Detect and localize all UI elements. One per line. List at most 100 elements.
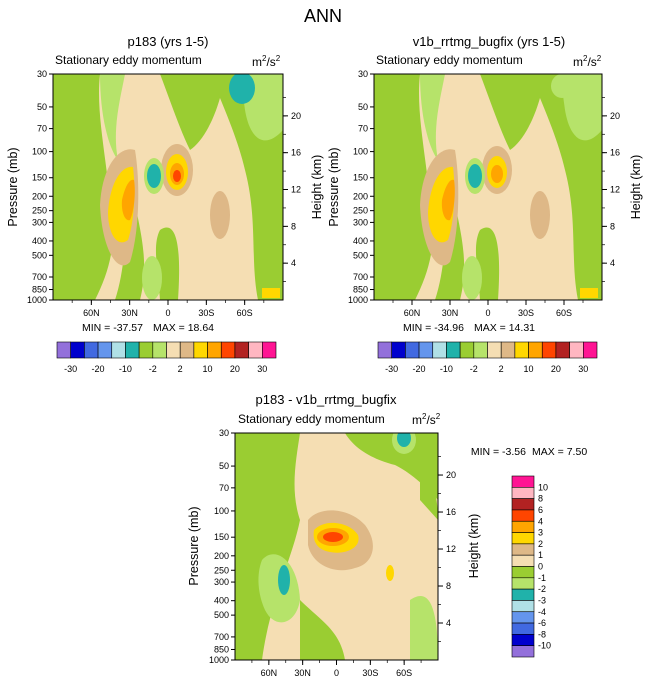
variable-subtitle: Stationary eddy momentum bbox=[376, 53, 523, 67]
height-tick-label: 8 bbox=[291, 221, 296, 231]
pressure-tick-label: 1000 bbox=[348, 295, 368, 305]
pressure-tick-label: 850 bbox=[353, 285, 368, 295]
lat-tick-label: 0 bbox=[165, 308, 170, 318]
colorbar-swatch bbox=[248, 341, 263, 359]
colorbar-label: 8 bbox=[538, 494, 543, 504]
pressure-tick-label: 300 bbox=[32, 217, 47, 227]
colorbar-label: -30 bbox=[385, 364, 398, 374]
pressure-tick-label: 200 bbox=[214, 551, 229, 561]
pressure-tick-label: 30 bbox=[358, 69, 368, 79]
variable-subtitle: Stationary eddy momentum bbox=[238, 412, 385, 426]
panel-p3: p183 - v1b_rrtmg_bugfix Stationary eddy … bbox=[187, 392, 587, 678]
panel-p1: p183 (yrs 1-5) Stationary eddy momentum … bbox=[6, 34, 324, 334]
pressure-axis-label: Pressure (mb) bbox=[327, 147, 341, 226]
colorbar-swatch bbox=[377, 341, 392, 359]
panel-title: p183 - v1b_rrtmg_bugfix bbox=[256, 392, 397, 407]
lat-tick-label: 30S bbox=[362, 668, 378, 678]
pressure-tick-label: 1000 bbox=[27, 295, 47, 305]
colorbar-swatch bbox=[511, 577, 535, 590]
pressure-tick-label: 70 bbox=[219, 483, 229, 493]
pressure-tick-label: 70 bbox=[37, 124, 47, 134]
colorbar-label: 10 bbox=[524, 364, 534, 374]
pressure-tick-label: 100 bbox=[214, 506, 229, 516]
height-tick-label: 4 bbox=[610, 258, 615, 268]
lat-tick-label: 30N bbox=[294, 668, 311, 678]
colorbar-swatch bbox=[405, 341, 420, 359]
max-label: MAX = 7.50 bbox=[532, 446, 587, 458]
pressure-tick-label: 700 bbox=[32, 272, 47, 282]
colorbar-label: -6 bbox=[538, 618, 546, 628]
colorbar-label: -1 bbox=[538, 573, 546, 583]
lat-tick-label: 60S bbox=[237, 308, 253, 318]
height-tick-label: 16 bbox=[291, 148, 301, 158]
colorbar-top-left: -30 -20 -10 -2 2 10 20 30 bbox=[56, 341, 277, 374]
pressure-axis-label: Pressure (mb) bbox=[187, 506, 201, 585]
colorbar-label: 30 bbox=[578, 364, 588, 374]
field-p2 bbox=[374, 74, 602, 300]
pressure-tick-label: 100 bbox=[353, 147, 368, 157]
colorbar-swatch bbox=[97, 341, 113, 359]
height-tick-label: 12 bbox=[610, 185, 620, 195]
colorbar-label: 2 bbox=[178, 364, 183, 374]
colorbar-label: 20 bbox=[230, 364, 240, 374]
height-axis-label: Height (km) bbox=[467, 514, 481, 579]
pressure-tick-label: 150 bbox=[353, 173, 368, 183]
colorbar-swatch bbox=[555, 341, 570, 359]
colorbar-swatch bbox=[511, 634, 535, 646]
lat-tick-label: 60N bbox=[83, 308, 100, 318]
height-tick-label: 4 bbox=[291, 258, 296, 268]
colorbar-label: 20 bbox=[551, 364, 561, 374]
height-tick-label: 12 bbox=[291, 185, 301, 195]
pressure-tick-label: 50 bbox=[219, 461, 229, 471]
colorbar-label: -10 bbox=[440, 364, 453, 374]
pressure-tick-label: 30 bbox=[37, 69, 47, 79]
colorbar-swatch bbox=[125, 341, 140, 359]
lat-axis-p1: 60N 30N 0 30S 60S bbox=[71, 300, 265, 318]
colorbar-swatch bbox=[511, 475, 535, 488]
height-tick-label: 16 bbox=[610, 148, 620, 158]
lat-tick-label: 60N bbox=[261, 668, 278, 678]
lat-tick-label: 60S bbox=[396, 668, 412, 678]
colorbar-swatch bbox=[432, 341, 447, 359]
colorbar-swatch bbox=[138, 341, 154, 359]
panel-title: v1b_rrtmg_bugfix (yrs 1-5) bbox=[413, 34, 565, 49]
min-label: MIN = -34.96 bbox=[403, 322, 464, 334]
pressure-tick-label: 500 bbox=[353, 250, 368, 260]
max-label: MAX = 14.31 bbox=[474, 322, 535, 334]
colorbar-label: 30 bbox=[257, 364, 267, 374]
lat-tick-label: 30S bbox=[518, 308, 534, 318]
colorbar-swatch bbox=[511, 566, 535, 579]
colorbar-top-right: -30 -20 -10 -2 2 10 20 30 bbox=[377, 341, 598, 374]
units-label: m2/s2 bbox=[252, 54, 281, 69]
colorbar-swatch bbox=[500, 341, 516, 359]
height-tick-label: 4 bbox=[446, 618, 451, 628]
colorbar-swatch bbox=[583, 341, 598, 359]
pressure-tick-label: 700 bbox=[214, 632, 229, 642]
pressure-tick-label: 150 bbox=[214, 532, 229, 542]
field-p1 bbox=[53, 74, 283, 300]
pressure-tick-label: 70 bbox=[358, 124, 368, 134]
pressure-tick-label: 400 bbox=[353, 236, 368, 246]
colorbar-label: 6 bbox=[538, 505, 543, 515]
height-tick-label: 20 bbox=[610, 111, 620, 121]
panel-title: p183 (yrs 1-5) bbox=[128, 34, 209, 49]
colorbar-swatch bbox=[514, 341, 529, 359]
colorbar-swatch bbox=[56, 341, 71, 359]
height-tick-label: 16 bbox=[446, 507, 456, 517]
height-tick-label: 20 bbox=[291, 111, 301, 121]
colorbar-swatch bbox=[511, 520, 535, 533]
variable-subtitle: Stationary eddy momentum bbox=[55, 53, 202, 67]
colorbar-label: -8 bbox=[538, 629, 546, 639]
pressure-tick-label: 100 bbox=[32, 147, 47, 157]
colorbar-swatch bbox=[511, 487, 535, 499]
colorbar-swatch bbox=[220, 341, 236, 359]
colorbar-swatch bbox=[511, 600, 535, 613]
lat-axis-p2: 60N 30N 0 30S 60S bbox=[392, 300, 584, 318]
colorbar-label: -2 bbox=[470, 364, 478, 374]
colorbar-label: -30 bbox=[64, 364, 77, 374]
pressure-tick-label: 200 bbox=[32, 191, 47, 201]
colorbar-swatch bbox=[152, 341, 167, 359]
pressure-tick-label: 50 bbox=[37, 102, 47, 112]
